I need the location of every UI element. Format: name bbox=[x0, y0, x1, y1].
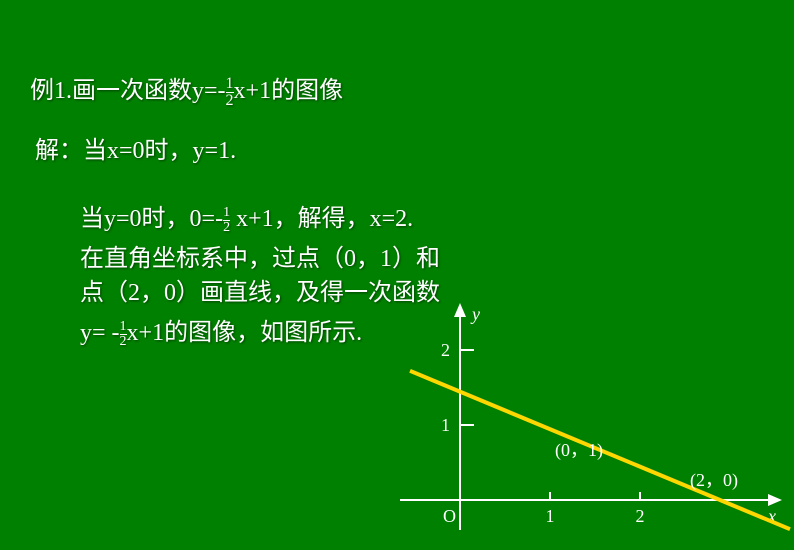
line6-fraction: 12 bbox=[120, 320, 127, 349]
point-label: (0，1) bbox=[555, 440, 603, 461]
line3-prefix: 当y=0时，0=- bbox=[80, 206, 223, 232]
x-tick-label: 2 bbox=[636, 506, 645, 526]
point-label: (2，0) bbox=[690, 470, 738, 491]
example-title: 例1.画一次函数y=-12x+1的图像 bbox=[30, 70, 343, 109]
solution-step2: 当y=0时，0=-12 x+1，解得，x=2. bbox=[80, 198, 413, 235]
line1-prefix: 例1.画一次函数y=- bbox=[30, 78, 226, 104]
y-tick-label: 2 bbox=[441, 340, 450, 360]
line6-prefix: y= - bbox=[80, 320, 120, 346]
line1-fraction: 12 bbox=[226, 76, 234, 109]
solution-step3c: y= -12x+1的图像，如图所示. bbox=[80, 312, 362, 349]
line6-suffix: x+1的图像，如图所示. bbox=[127, 320, 363, 346]
coordinate-chart: 1212Oxy(0，1)(2，0) bbox=[380, 300, 794, 550]
solution-step3a: 在直角坐标系中，过点（0，1）和 bbox=[80, 238, 440, 273]
y-tick-label: 1 bbox=[441, 415, 450, 435]
line3-suffix: x+1，解得，x=2. bbox=[230, 206, 413, 232]
line1-suffix: x+1的图像 bbox=[234, 78, 344, 104]
origin-label: O bbox=[443, 506, 456, 526]
x-tick-label: 1 bbox=[546, 506, 555, 526]
solution-step1: 解：当x=0时，y=1. bbox=[35, 130, 236, 165]
y-axis-label: y bbox=[470, 304, 480, 324]
line3-fraction: 12 bbox=[223, 206, 230, 235]
